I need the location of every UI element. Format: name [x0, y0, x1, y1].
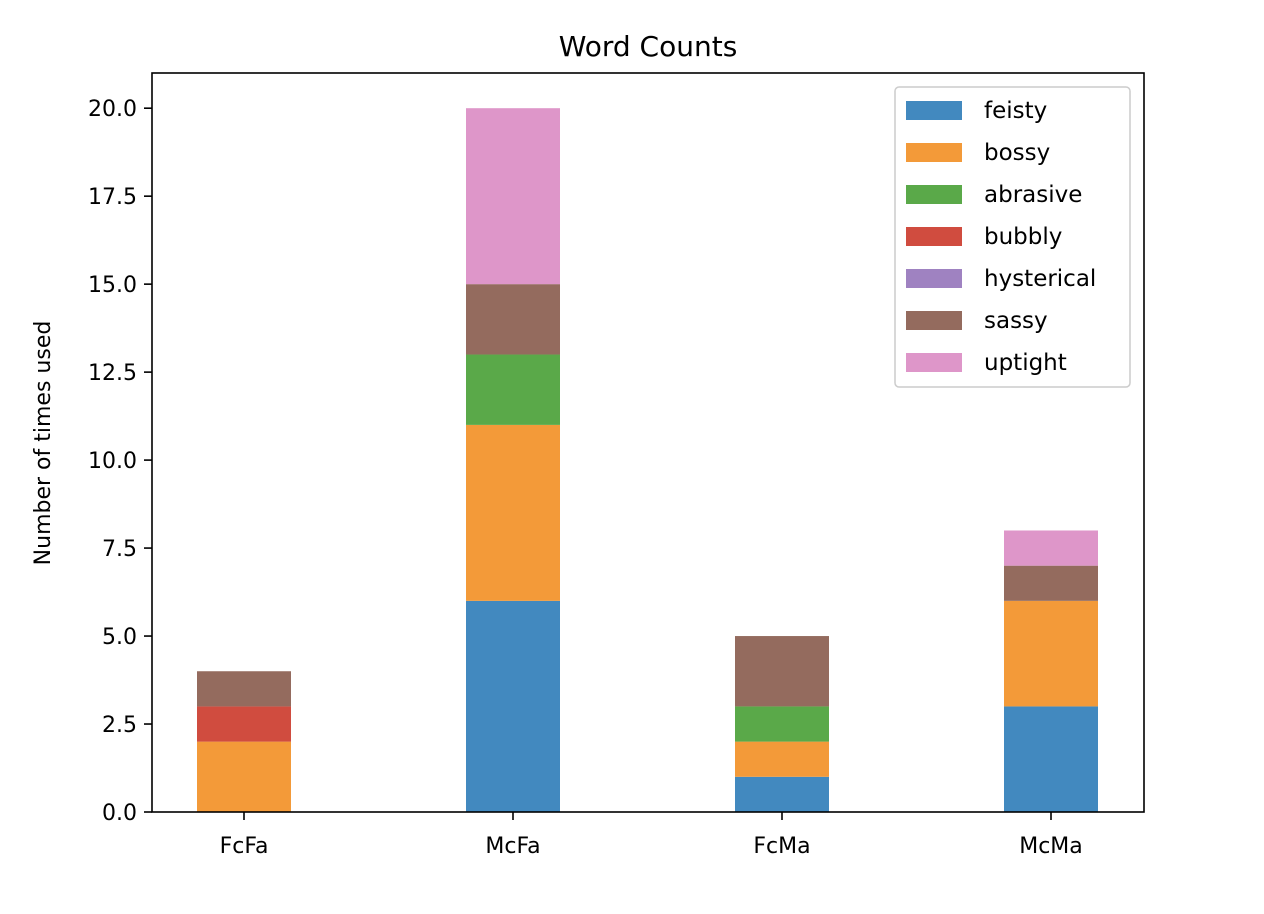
y-tick-label: 20.0	[88, 97, 137, 122]
x-tick-label: McFa	[485, 834, 540, 859]
bar-fcma-bossy	[735, 741, 829, 777]
y-tick-label: 15.0	[88, 273, 137, 298]
x-tick-label: FcMa	[753, 834, 810, 859]
legend-swatch-uptight	[906, 353, 962, 372]
y-tick-label: 7.5	[102, 537, 137, 562]
legend-label-feisty: feisty	[984, 98, 1047, 124]
legend-label-hysterical: hysterical	[984, 266, 1096, 292]
bar-fcma-feisty	[735, 776, 829, 812]
legend-swatch-bossy	[906, 143, 962, 162]
legend-swatch-sassy	[906, 311, 962, 330]
bar-fcfa-bossy	[197, 741, 291, 812]
legend-label-abrasive: abrasive	[984, 182, 1082, 208]
x-tick-label: McMa	[1019, 834, 1083, 859]
y-tick-label: 10.0	[88, 449, 137, 474]
y-tick-label: 2.5	[102, 713, 137, 738]
chart-title: Word Counts	[559, 30, 738, 63]
legend-swatch-bubbly	[906, 227, 962, 246]
legend-swatch-hysterical	[906, 269, 962, 288]
legend-swatch-feisty	[906, 101, 962, 120]
plot-area-frame	[151, 72, 1145, 813]
legend: feisty bossy abrasive bubbly hysterical sassy…	[894, 86, 1131, 388]
bar-mcma-feisty	[1004, 706, 1098, 812]
bar-fcfa-bubbly	[197, 706, 291, 742]
bar-fcma-abrasive	[735, 706, 829, 742]
y-tick-label: 0.0	[102, 801, 137, 826]
y-axis-label: Number of times used	[31, 321, 56, 566]
legend-label-sassy: sassy	[984, 308, 1048, 334]
bar-fcma-sassy	[735, 636, 829, 707]
x-axis-ticks: FcFa McFa FcMa McMa	[220, 812, 1083, 859]
bar-mcfa-abrasive	[466, 354, 560, 425]
x-tick-label: FcFa	[220, 834, 269, 859]
bar-mcma-sassy	[1004, 565, 1098, 601]
y-tick-label: 17.5	[88, 185, 137, 210]
legend-label-bubbly: bubbly	[984, 224, 1062, 250]
bar-mcfa-feisty	[466, 600, 560, 812]
y-tick-label: 12.5	[88, 361, 137, 386]
bar-fcfa-sassy	[197, 671, 291, 707]
y-axis-ticks: 0.0 2.5 5.0 7.5 10.0 12.5 15.0 17.5 20.0	[88, 97, 152, 826]
bar-mcfa-bossy	[466, 424, 560, 601]
bar-mcma-uptight	[1004, 530, 1098, 566]
legend-label-uptight: uptight	[984, 350, 1067, 376]
bars-layer	[197, 108, 1098, 812]
bar-mcfa-uptight	[466, 108, 560, 285]
legend-label-bossy: bossy	[984, 140, 1050, 166]
bar-mcfa-sassy	[466, 284, 560, 355]
bar-mcma-bossy	[1004, 600, 1098, 707]
legend-swatch-abrasive	[906, 185, 962, 204]
y-tick-label: 5.0	[102, 625, 137, 650]
